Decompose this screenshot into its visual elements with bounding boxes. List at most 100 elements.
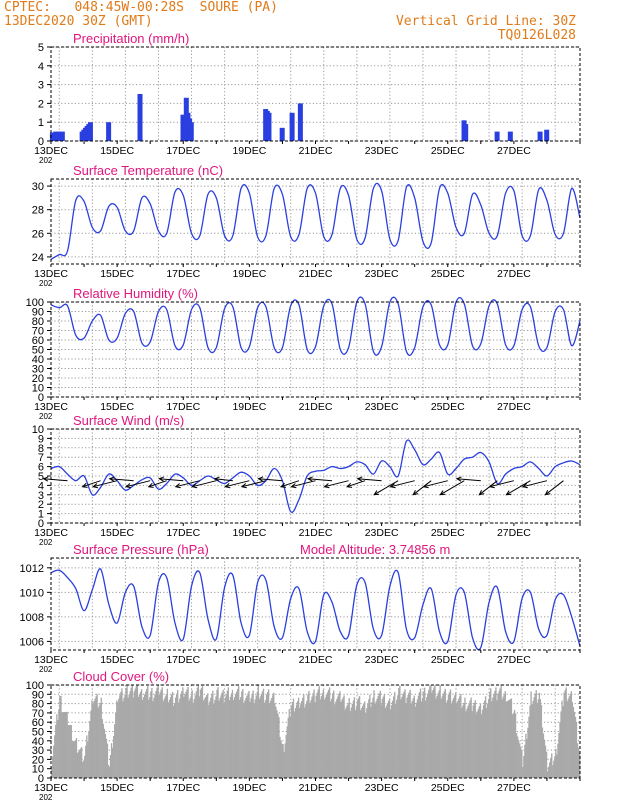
precip-bar (507, 131, 513, 141)
cloud-bar (101, 718, 103, 778)
cloud-bar (332, 693, 334, 778)
cloud-bar (122, 701, 124, 778)
cloud-bar (562, 706, 564, 778)
cloud-bar (263, 702, 266, 778)
cloud-bar (120, 691, 122, 778)
wind-arrowhead (544, 489, 551, 496)
cloud-bar (145, 691, 147, 778)
temp-year-label: 202 (39, 279, 53, 288)
wind-vector (280, 480, 300, 488)
cloud-bar (485, 708, 488, 778)
cloud-bar (367, 703, 369, 778)
cloud-bar (71, 741, 73, 778)
cloud-bar (110, 743, 113, 778)
rh-ytick-label: 30 (32, 364, 44, 376)
cloud-bar (140, 689, 143, 778)
cloud-bar (537, 699, 539, 778)
cloud-bar (384, 708, 387, 778)
cloud-bar (137, 696, 140, 778)
cloud-bar (138, 694, 141, 778)
cloud-bar (164, 696, 166, 778)
cloud-bar (500, 685, 502, 778)
wind-ytick-label: 7 (38, 452, 44, 464)
cloud-xtick-label: 17DEC (166, 782, 200, 794)
cloud-bar (405, 703, 407, 778)
cloud-bar (452, 697, 455, 778)
wind-arrowhead (125, 483, 132, 489)
cloud-bar (157, 685, 159, 778)
cloud-bar (440, 698, 442, 778)
rh-ytick-label: 40 (32, 354, 44, 366)
cloud-bar (287, 717, 289, 778)
wind-vector (456, 478, 481, 482)
wind-xtick-label: 27DEC (497, 527, 531, 539)
cloud-bar (474, 700, 476, 778)
cloud-bar (385, 705, 388, 778)
rh-ytick-label: 10 (32, 383, 44, 395)
cloud-bar (398, 687, 400, 778)
cloud-bar (380, 704, 382, 778)
cloud-bar (445, 702, 448, 778)
precip-xtick-label: 25DEC (431, 145, 465, 157)
cloud-bar (168, 699, 171, 778)
cloud-bar (251, 694, 253, 778)
cloud-bar (326, 692, 329, 778)
cloud-bar (309, 703, 311, 778)
cloud-bar (504, 691, 506, 778)
cloud-bar (261, 691, 264, 778)
cloud-bar (229, 696, 232, 778)
cloud-bar (403, 691, 405, 778)
wind-panel (42, 428, 581, 526)
cloud-bar (489, 691, 491, 778)
temp-panel (47, 178, 581, 267)
cloud-bar (135, 685, 138, 778)
cloud-bar (142, 697, 145, 778)
cloud-bar (162, 701, 164, 778)
wind-vector (522, 480, 548, 488)
cloud-bar (64, 711, 66, 778)
wind-arrowhead (158, 476, 165, 482)
temp-xtick-label: 21DEC (299, 268, 333, 280)
cloud-bar (330, 698, 333, 778)
cloud-bar (99, 703, 101, 778)
cloud-bar (456, 703, 458, 778)
wind-ytick-label: 2 (38, 499, 44, 511)
temp-ytick-label: 30 (32, 181, 44, 193)
cloud-bar (53, 745, 55, 778)
cloud-bar (461, 707, 463, 778)
cloud-bar (399, 685, 401, 778)
precip-bar (137, 94, 143, 141)
cloud-bar (394, 692, 396, 778)
cloud-bar (346, 705, 348, 778)
cloud-bar (408, 692, 410, 778)
temp-xtick-label: 13DEC (34, 268, 68, 280)
cloud-bar (238, 686, 240, 778)
header-run-id: TQ0126L028 (497, 28, 576, 43)
cloud-bar (547, 766, 550, 778)
cloud-bar (65, 711, 67, 778)
rh-ytick-label: 80 (32, 316, 44, 328)
cloud-bar (429, 686, 431, 778)
cloud-bar (230, 693, 233, 778)
cloud-bar (173, 703, 176, 778)
wind-arrowhead (290, 483, 297, 489)
wind-xtick-label: 19DEC (232, 527, 266, 539)
cloud-bar (551, 753, 553, 778)
pres-ytick-label: 1008 (20, 612, 44, 624)
cloud-bar (470, 697, 472, 778)
cloud-bar (308, 690, 310, 778)
cloud-bar (360, 707, 363, 778)
cloud-bar (185, 691, 187, 778)
wind-vector (440, 480, 465, 496)
cloud-bar (239, 699, 241, 778)
cloud-bar (215, 696, 217, 778)
cloud-bar (389, 709, 392, 778)
wind-arrowhead (81, 482, 88, 488)
cloud-bar (530, 691, 532, 778)
cloud-bar (317, 689, 319, 778)
cloud-bar (51, 766, 53, 778)
cloud-ytick-label: 50 (32, 727, 44, 739)
cloud-bar (365, 712, 367, 778)
cloud-bar (464, 697, 466, 778)
cloud-bar (327, 689, 330, 778)
